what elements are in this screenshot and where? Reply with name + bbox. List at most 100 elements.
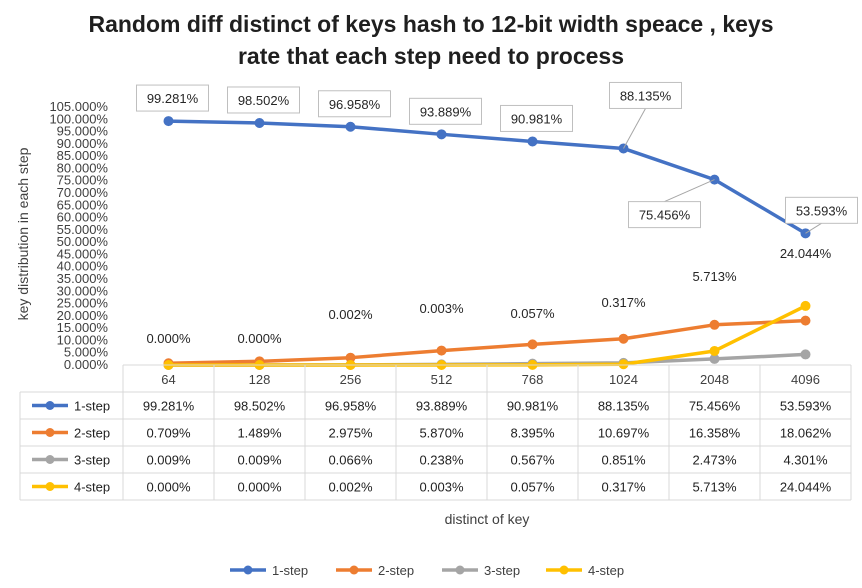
- data-label-box: [318, 90, 391, 118]
- x-category-label: 512: [431, 372, 453, 387]
- table-cell: 16.358%: [689, 426, 741, 441]
- table-cell: 2.473%: [692, 453, 737, 468]
- y-tick-label: 10.000%: [57, 332, 109, 347]
- y-tick-label: 50.000%: [57, 234, 109, 249]
- data-label-leader: [805, 222, 822, 234]
- series-line-1-step: [166, 119, 808, 236]
- table-cell: 0.000%: [146, 480, 191, 495]
- series-point-4-step: [618, 359, 629, 370]
- series-point-1-step: [436, 129, 447, 140]
- data-label-1-step: 98.502%: [238, 93, 290, 108]
- table-cell: 93.889%: [416, 399, 468, 414]
- y-tick-label: 75.000%: [57, 173, 109, 188]
- table-cell: 0.003%: [419, 480, 464, 495]
- series-point-2-step: [436, 345, 447, 356]
- table-cell: 10.697%: [598, 426, 650, 441]
- table-series-name: 4-step: [74, 480, 110, 495]
- legend-label: 2-step: [378, 563, 414, 578]
- y-axis: 0.000%5.000%10.000%15.000%20.000%25.000%…: [49, 99, 108, 372]
- chart-title-line-1: Random diff distinct of keys hash to 12-…: [88, 11, 774, 37]
- series-point-2-step: [800, 315, 811, 326]
- series-point-3-step: [800, 349, 811, 360]
- table-cell: 0.066%: [328, 453, 373, 468]
- y-axis-title: key distribution in each step: [15, 147, 31, 320]
- x-category-label: 4096: [791, 372, 820, 387]
- data-label-4-step: 5.713%: [692, 269, 737, 284]
- legend-label: 3-step: [484, 563, 520, 578]
- table-cell: 0.009%: [146, 453, 191, 468]
- data-label-1-step: 88.135%: [620, 88, 672, 103]
- y-tick-label: 15.000%: [57, 320, 109, 335]
- series-point-2-step: [527, 339, 538, 350]
- y-tick-label: 0.000%: [64, 357, 109, 372]
- table-cell: 0.057%: [510, 480, 555, 495]
- x-category-label: 1024: [609, 372, 638, 387]
- data-label-box: [628, 201, 701, 229]
- table-cell: 98.502%: [234, 399, 286, 414]
- data-table: 64 128 256 512 768 1024 2048 4096 1-step 99.281% 9…: [19, 364, 852, 501]
- data-label-leader: [664, 179, 715, 203]
- table-cell: 5.713%: [692, 480, 737, 495]
- table-cell: 0.009%: [237, 453, 282, 468]
- data-label-1-step: 90.981%: [511, 111, 563, 126]
- data-label-box: [409, 97, 482, 125]
- series-point-1-step: [254, 117, 265, 128]
- table-cell: 0.000%: [237, 480, 282, 495]
- y-tick-label: 25.000%: [57, 296, 109, 311]
- y-tick-label: 65.000%: [57, 197, 109, 212]
- legend-key-marker: [349, 565, 359, 575]
- data-label-box: [785, 196, 858, 224]
- series-point-1-step: [345, 121, 356, 132]
- table-cell: 0.238%: [419, 453, 464, 468]
- series-point-4-step: [800, 300, 811, 311]
- y-tick-label: 70.000%: [57, 185, 109, 200]
- table-series-name: 3-step: [74, 453, 110, 468]
- table-cell: 2.975%: [328, 426, 373, 441]
- legend-key-marker: [455, 565, 465, 575]
- data-label-1-step: 75.456%: [639, 208, 691, 223]
- table-cell: 24.044%: [780, 480, 832, 495]
- table-legend-key-marker: [45, 455, 55, 464]
- data-label-4-step: 0.057%: [510, 306, 555, 321]
- table-cell: 53.593%: [780, 399, 832, 414]
- y-tick-label: 40.000%: [57, 259, 109, 274]
- x-category-label: 128: [249, 372, 271, 387]
- table-cell: 96.958%: [325, 399, 377, 414]
- series-point-4-step: [709, 345, 720, 356]
- y-tick-label: 55.000%: [57, 222, 109, 237]
- data-label-box: [609, 81, 682, 109]
- series-point-2-step: [709, 319, 720, 330]
- y-tick-label: 5.000%: [64, 345, 109, 360]
- data-label-1-step: 93.889%: [420, 104, 472, 119]
- table-cell: 0.709%: [146, 426, 191, 441]
- data-label-box: [227, 86, 300, 114]
- series-point-1-step: [527, 136, 538, 147]
- y-tick-label: 105.000%: [49, 99, 108, 114]
- data-label-4-step: 0.002%: [328, 307, 373, 322]
- series-point-1-step: [163, 116, 174, 127]
- y-tick-label: 100.000%: [49, 111, 108, 126]
- table-cell: 0.567%: [510, 453, 555, 468]
- table-cell: 0.851%: [601, 453, 646, 468]
- y-tick-label: 95.000%: [57, 124, 109, 139]
- y-tick-label: 80.000%: [57, 160, 109, 175]
- data-label-4-step: 0.000%: [237, 331, 282, 346]
- data-label-4-step: 0.003%: [419, 301, 464, 316]
- data-label-box: [136, 84, 209, 112]
- x-category-label: 64: [161, 372, 175, 387]
- chart-title: Random diff distinct of keys hash to 12-…: [0, 8, 862, 72]
- x-axis-title: distinct of key: [445, 511, 530, 527]
- data-label-1-step: 99.281%: [147, 91, 199, 106]
- y-tick-label: 60.000%: [57, 210, 109, 225]
- table-legend-key-marker: [45, 428, 55, 437]
- data-label-box: [500, 104, 573, 132]
- table-cell: 75.456%: [689, 399, 741, 414]
- y-tick-label: 45.000%: [57, 246, 109, 261]
- data-label-4-step: 24.044%: [780, 246, 832, 261]
- table-cell: 4.301%: [783, 453, 828, 468]
- table-cell: 0.002%: [328, 480, 373, 495]
- data-label-4-step: 0.000%: [146, 331, 191, 346]
- x-category-label: 256: [340, 372, 362, 387]
- data-label-4-step: 0.317%: [601, 295, 646, 310]
